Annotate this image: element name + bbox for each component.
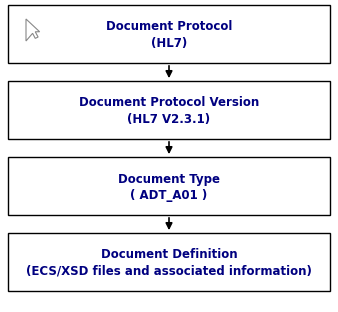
Text: (HL7 V2.3.1): (HL7 V2.3.1) [127,113,211,125]
Text: Document Protocol Version: Document Protocol Version [79,96,259,110]
Bar [8,157,330,215]
Polygon shape [26,19,40,41]
Text: (ECS/XSD files and associated information): (ECS/XSD files and associated informatio… [26,265,312,277]
Text: Document Protocol: Document Protocol [106,21,232,33]
Bar [8,233,330,291]
Text: ( ADT_A01 ): ( ADT_A01 ) [130,188,208,202]
Text: Document Definition: Document Definition [101,248,237,261]
Bar [8,81,330,139]
Text: (HL7): (HL7) [151,37,187,50]
Text: Document Type: Document Type [118,173,220,186]
Bar [8,5,330,63]
